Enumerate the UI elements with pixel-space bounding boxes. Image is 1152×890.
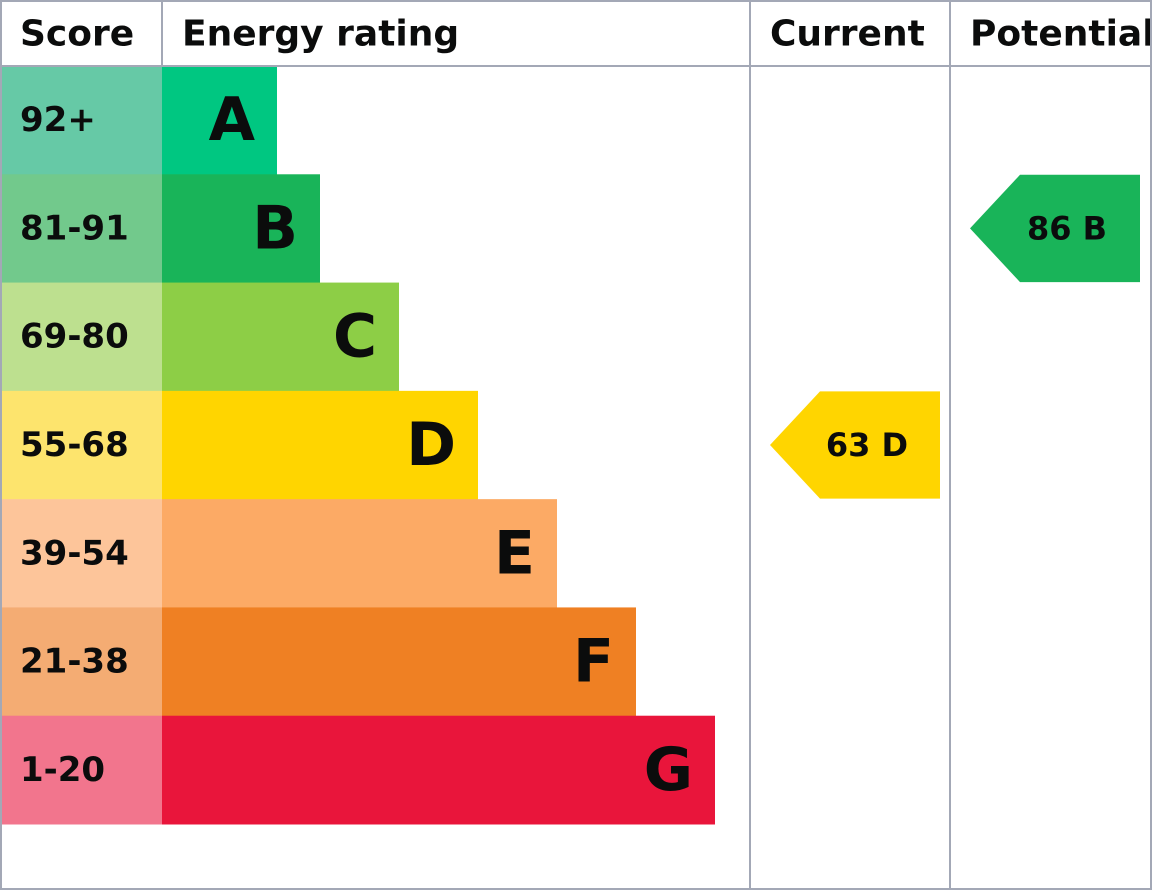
potential-score: 86	[1027, 209, 1072, 247]
band-letter: F	[573, 627, 614, 697]
score-cell	[0, 607, 162, 717]
header-rating: Energy rating	[182, 14, 459, 55]
potential-label: 86 B	[1027, 209, 1107, 247]
score-range: 81-91	[20, 208, 129, 248]
current-arrow	[770, 391, 940, 499]
rating-bar	[162, 390, 478, 500]
current-score: 63	[826, 426, 871, 464]
score-range: 69-80	[20, 317, 129, 357]
header-potential: Potential	[970, 14, 1152, 55]
band-letter: C	[333, 302, 377, 372]
rating-bar	[162, 715, 715, 825]
rating-bar	[162, 607, 636, 717]
header-current: Current	[770, 14, 925, 55]
rating-bar	[162, 499, 557, 608]
band-letter: E	[494, 518, 535, 588]
current-band: D	[882, 426, 909, 464]
score-cell	[0, 174, 162, 284]
rating-bar	[162, 66, 277, 175]
score-cell	[0, 390, 162, 500]
band-letter: A	[209, 85, 256, 155]
rating-bar	[162, 174, 320, 284]
band-letter: G	[644, 735, 693, 805]
score-cell	[0, 715, 162, 825]
score-range: 39-54	[20, 533, 129, 573]
current-label: 63 D	[826, 426, 908, 464]
header-score: Score	[20, 14, 134, 55]
score-range: 92+	[20, 100, 96, 140]
score-cell	[0, 282, 162, 392]
band-letter: D	[406, 410, 456, 480]
score-cell	[0, 499, 162, 608]
potential-arrow	[970, 174, 1140, 283]
score-range: 55-68	[20, 425, 129, 465]
rating-bar	[162, 282, 399, 392]
potential-band: B	[1083, 209, 1107, 247]
band-letter: B	[252, 193, 298, 263]
score-range: 1-20	[20, 750, 105, 790]
score-range: 21-38	[20, 642, 129, 682]
score-cell	[0, 66, 162, 175]
